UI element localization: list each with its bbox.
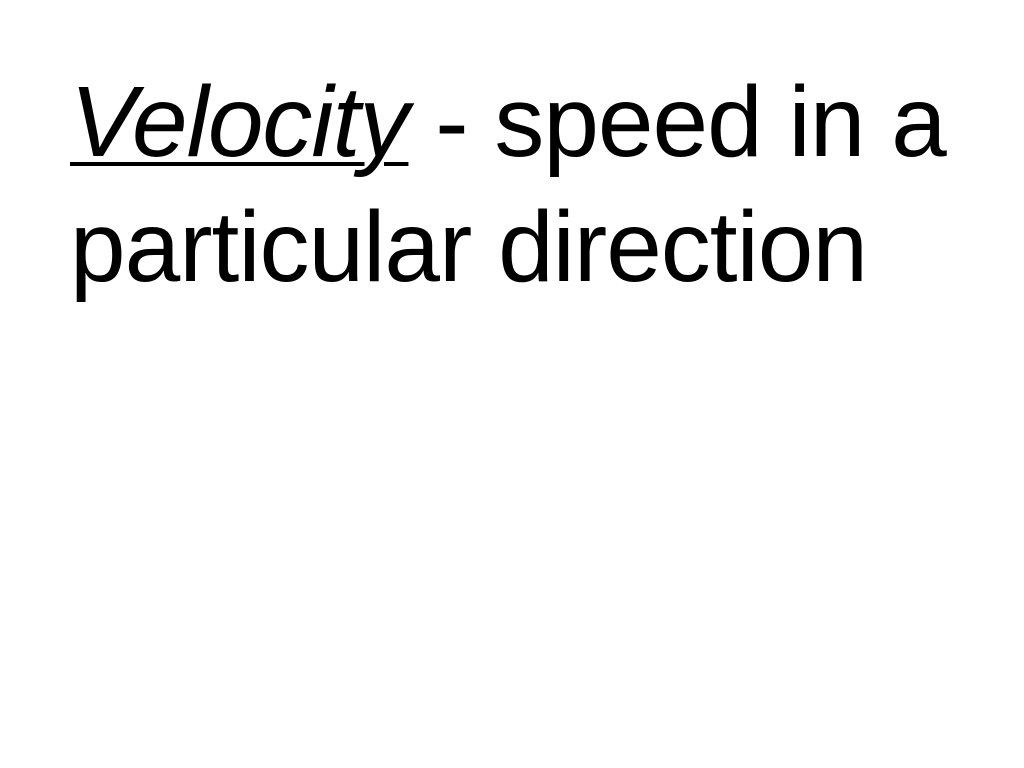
term-text: Velocity <box>70 66 408 178</box>
slide-container: Velocity - speed in a particular directi… <box>0 0 1024 768</box>
separator-text: - <box>408 66 494 178</box>
definition-block: Velocity - speed in a particular directi… <box>70 60 954 310</box>
